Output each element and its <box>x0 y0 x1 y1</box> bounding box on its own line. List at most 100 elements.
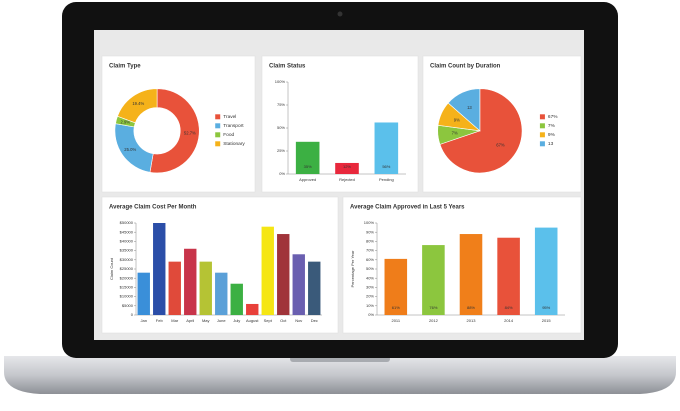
slice <box>149 88 200 174</box>
slice-label: 25.0% <box>124 147 136 152</box>
x-tick-label: Mar <box>171 318 179 323</box>
x-tick-label: 2013 <box>467 318 477 323</box>
y-tick-label: $40000 <box>120 238 134 243</box>
y-tick-label: $15000 <box>120 284 134 289</box>
y-tick-label: 100% <box>275 79 286 84</box>
legend-label: Travel <box>223 114 236 120</box>
bar <box>497 237 520 315</box>
value-label: 35% <box>304 164 312 169</box>
bar <box>384 258 408 315</box>
x-tick-label: Oct <box>280 318 287 323</box>
y-tick-label: $30000 <box>120 257 134 262</box>
x-tick-label: June <box>217 318 226 323</box>
slice-label: 7% <box>452 130 458 135</box>
y-tick-label: $20000 <box>120 275 134 280</box>
legend-swatch <box>215 132 221 138</box>
legend-label: 7% <box>548 123 556 129</box>
y-tick-label: 75% <box>277 102 285 107</box>
bar <box>459 234 483 315</box>
y-tick-label: 30% <box>366 284 374 289</box>
y-tick-label: $45000 <box>120 229 134 234</box>
bar <box>168 261 181 315</box>
y-tick-label: 10% <box>366 303 374 308</box>
y-tick-label: 70% <box>366 248 374 253</box>
slice <box>117 88 158 124</box>
slice <box>447 88 481 132</box>
bar <box>137 272 150 315</box>
y-tick-label: 100% <box>364 220 375 225</box>
y-tick-label: 60% <box>366 257 374 262</box>
y-axis-label: Percentage Per Year <box>350 250 355 288</box>
bar <box>277 234 290 315</box>
bar <box>534 227 558 315</box>
x-tick-label: Approved <box>299 177 316 182</box>
bar <box>184 248 197 315</box>
bar <box>246 303 259 315</box>
bar <box>422 245 445 315</box>
value-label: 95% <box>542 305 550 310</box>
legend-label: Transport <box>223 123 244 129</box>
x-tick-label: 2014 <box>504 318 514 323</box>
x-tick-label: 2012 <box>429 318 439 323</box>
legend-swatch <box>215 141 221 147</box>
chart-title: Average Claim Approved in Last 5 Years <box>350 205 465 211</box>
value-label: 88% <box>467 305 475 310</box>
x-tick-label: Dec <box>311 318 318 323</box>
slice-label: 9% <box>454 117 460 122</box>
y-tick-label: 0% <box>279 171 285 176</box>
y-tick-label: $5000 <box>122 303 134 308</box>
value-label: 12% <box>343 164 351 169</box>
x-tick-label: July <box>233 318 240 323</box>
x-tick-label: 2015 <box>542 318 552 323</box>
x-tick-label: Pending <box>379 177 394 182</box>
y-tick-label: $50000 <box>120 220 134 225</box>
legend-label: Food <box>223 132 234 138</box>
y-tick-label: 40% <box>366 275 374 280</box>
chart-title: Claim Count by Duration <box>430 64 501 70</box>
bar <box>261 226 274 315</box>
y-tick-label: 20% <box>366 294 374 299</box>
x-tick-label: Feb <box>156 318 164 323</box>
x-tick-label: April <box>186 318 194 323</box>
y-tick-label: $10000 <box>120 294 134 299</box>
legend-swatch <box>539 114 545 120</box>
bar <box>215 272 228 315</box>
x-tick-label: Jan <box>141 318 147 323</box>
slice-label: 52.7% <box>184 131 196 136</box>
x-tick-label: Nov <box>295 318 302 323</box>
y-tick-label: 90% <box>366 229 374 234</box>
legend-label: 13 <box>548 141 554 147</box>
bar <box>199 261 212 315</box>
bar <box>153 223 166 315</box>
legend-swatch <box>215 123 221 129</box>
x-tick-label: Sept <box>264 318 273 323</box>
legend-swatch <box>539 123 545 129</box>
slice-label: 13 <box>467 105 472 110</box>
legend-label: 67% <box>548 114 558 120</box>
slice-label: 2.9% <box>121 119 131 124</box>
legend-swatch <box>215 114 221 120</box>
y-tick-label: 25% <box>277 148 285 153</box>
y-tick-label: $35000 <box>120 248 134 253</box>
y-tick-label: 0 <box>131 312 134 317</box>
x-tick-label: 2011 <box>391 318 400 323</box>
chart-title: Average Claim Cost Per Month <box>109 205 197 211</box>
legend-swatch <box>539 132 545 138</box>
chart-title: Claim Status <box>269 64 306 70</box>
bar <box>335 162 359 174</box>
chart-title: Claim Type <box>109 64 141 70</box>
x-tick-label: May <box>202 318 210 323</box>
value-label: 84% <box>505 305 513 310</box>
laptop-base <box>4 356 676 394</box>
slice-label: 19.4% <box>132 101 144 106</box>
bar <box>230 283 243 315</box>
value-label: 76% <box>429 305 437 310</box>
bar <box>374 122 399 174</box>
bar <box>308 261 321 315</box>
y-tick-label: 0% <box>368 312 374 317</box>
x-tick-label: August <box>246 318 259 323</box>
legend-swatch <box>539 141 545 147</box>
legend-label: Stationary <box>223 141 245 147</box>
value-label: 56% <box>382 164 390 169</box>
